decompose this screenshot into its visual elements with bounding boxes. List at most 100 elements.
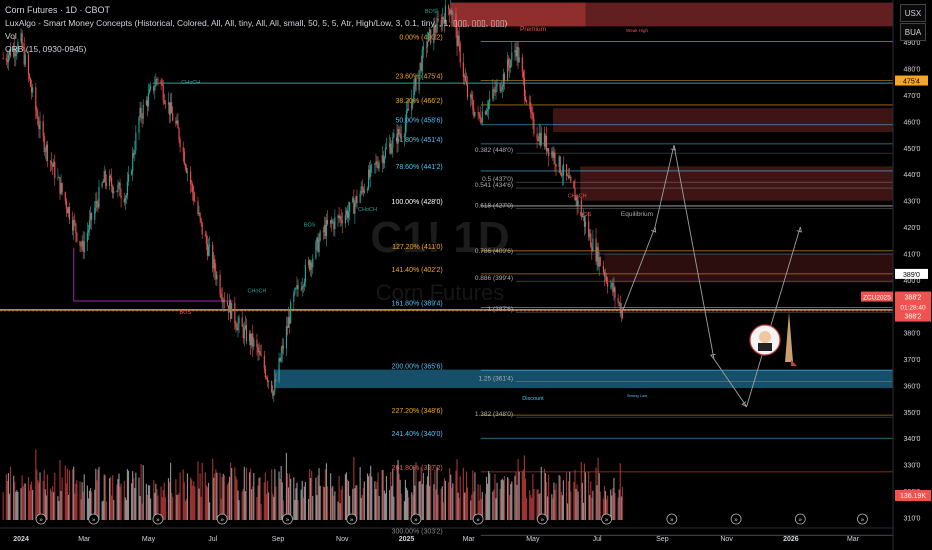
candle-body (428, 32, 430, 42)
volume-bar (517, 459, 519, 520)
candle-body (319, 231, 321, 241)
candle-body (480, 121, 482, 123)
candle-body (437, 18, 439, 21)
volume-bar (156, 489, 158, 520)
volume-bar (297, 499, 299, 520)
volume-bar (139, 495, 141, 520)
volume-bar (355, 485, 357, 520)
dividend-event-icon[interactable] (35, 513, 47, 525)
candle-body (509, 65, 511, 68)
volume-bar (509, 495, 511, 520)
candle-body (95, 201, 97, 208)
volume-bar (256, 497, 258, 520)
volume-bar (443, 478, 445, 520)
x-tick-label: Jul (208, 536, 217, 543)
volume-bar (370, 465, 372, 520)
volume-bar (260, 504, 262, 520)
event-glyph: » (350, 518, 354, 524)
volume-bar (337, 501, 339, 520)
dividend-event-icon[interactable] (794, 513, 806, 525)
candle-body (156, 79, 158, 80)
volume-bar (406, 490, 409, 520)
currency-button[interactable]: USX (900, 4, 926, 22)
volume-bar (552, 498, 554, 520)
candle-body (493, 89, 495, 91)
eq-price-badge-bg[interactable] (895, 75, 928, 86)
dividend-event-icon[interactable] (601, 513, 612, 525)
projection-path (621, 145, 801, 408)
fib2-level-label: 1.25 (361'4) (479, 375, 514, 382)
candle-body (271, 381, 273, 392)
dividend-event-icon[interactable] (152, 513, 164, 525)
dividend-event-icon[interactable] (216, 513, 228, 525)
volume-bar (494, 473, 496, 520)
dividend-event-icon[interactable] (88, 513, 100, 525)
volume-bar (64, 465, 66, 520)
x-tick-label: Mar (847, 536, 860, 543)
level-price-badge-bg[interactable] (895, 268, 928, 279)
volume-bar (312, 496, 314, 520)
volume-bar (289, 473, 291, 520)
volume-bar (235, 476, 237, 520)
volume-bar (97, 469, 99, 520)
volume-bar (577, 491, 579, 520)
candle-body (516, 46, 518, 57)
candle-body (235, 323, 237, 328)
candle-body (573, 181, 575, 189)
volume-bar (511, 481, 513, 520)
dividend-event-icon[interactable] (536, 513, 548, 525)
candle-body (511, 52, 513, 61)
last-price-badge-bg[interactable] (895, 291, 931, 322)
volume-bar (502, 480, 504, 520)
fib2-level-label: 0.382 (448'0) (475, 147, 513, 154)
level-price-badge: 389'0 (903, 272, 920, 279)
indicator-orb-legend[interactable]: ORB (15, 0930-0945) (5, 44, 87, 54)
dividend-event-icon[interactable] (472, 513, 484, 525)
candle-body (551, 151, 553, 157)
dividend-event-icon[interactable] (282, 513, 293, 525)
volume-bar (72, 469, 74, 520)
candle-body (494, 90, 496, 93)
candle-body (264, 368, 266, 378)
candle-body (96, 201, 98, 204)
dividend-event-icon[interactable] (857, 513, 868, 525)
volume-bar (111, 495, 113, 520)
volume-bar (356, 485, 358, 520)
indicator-smc-legend[interactable]: LuxAlgo - Smart Money Concepts (Historic… (5, 18, 508, 28)
y-tick-label: 440'0 (904, 172, 921, 179)
candle-body (289, 317, 291, 324)
volume-bar (425, 484, 428, 520)
dividend-event-icon[interactable] (666, 513, 678, 525)
volume-bar (437, 494, 439, 520)
dividend-event-icon[interactable] (410, 513, 422, 525)
volume-bar (347, 480, 350, 520)
candle-body (540, 132, 542, 146)
candle-body (471, 94, 473, 100)
candle-body (326, 220, 329, 224)
volume-bar (35, 449, 37, 520)
unit-button[interactable]: BUA (900, 23, 926, 41)
volume-bar (133, 478, 135, 520)
fib-level-label: 227.20% (348'6) (392, 408, 443, 415)
dividend-event-icon[interactable] (346, 513, 358, 525)
candle-body (204, 234, 206, 237)
volume-bar (118, 473, 120, 520)
volume-bar (316, 495, 318, 520)
volume-bar (223, 475, 225, 520)
volume-bar (280, 465, 282, 520)
fib-level-label: 38.20% (466'2) (395, 98, 442, 105)
candle-body (404, 123, 407, 136)
structure-label: CHoCH (358, 207, 377, 213)
volume-bar (266, 481, 269, 520)
volume-bar (349, 495, 351, 520)
x-tick-label: Mar (463, 536, 476, 543)
dividend-event-icon[interactable] (730, 513, 742, 525)
candle-body (376, 161, 378, 166)
candle-body (207, 246, 210, 256)
volume-badge-bg[interactable] (895, 490, 931, 501)
candle-body (389, 143, 391, 148)
candle-body (118, 182, 120, 185)
indicator-vol-legend[interactable]: Vol (5, 31, 17, 41)
chart-title[interactable]: Corn Futures · 1D · CBOT (5, 5, 111, 15)
